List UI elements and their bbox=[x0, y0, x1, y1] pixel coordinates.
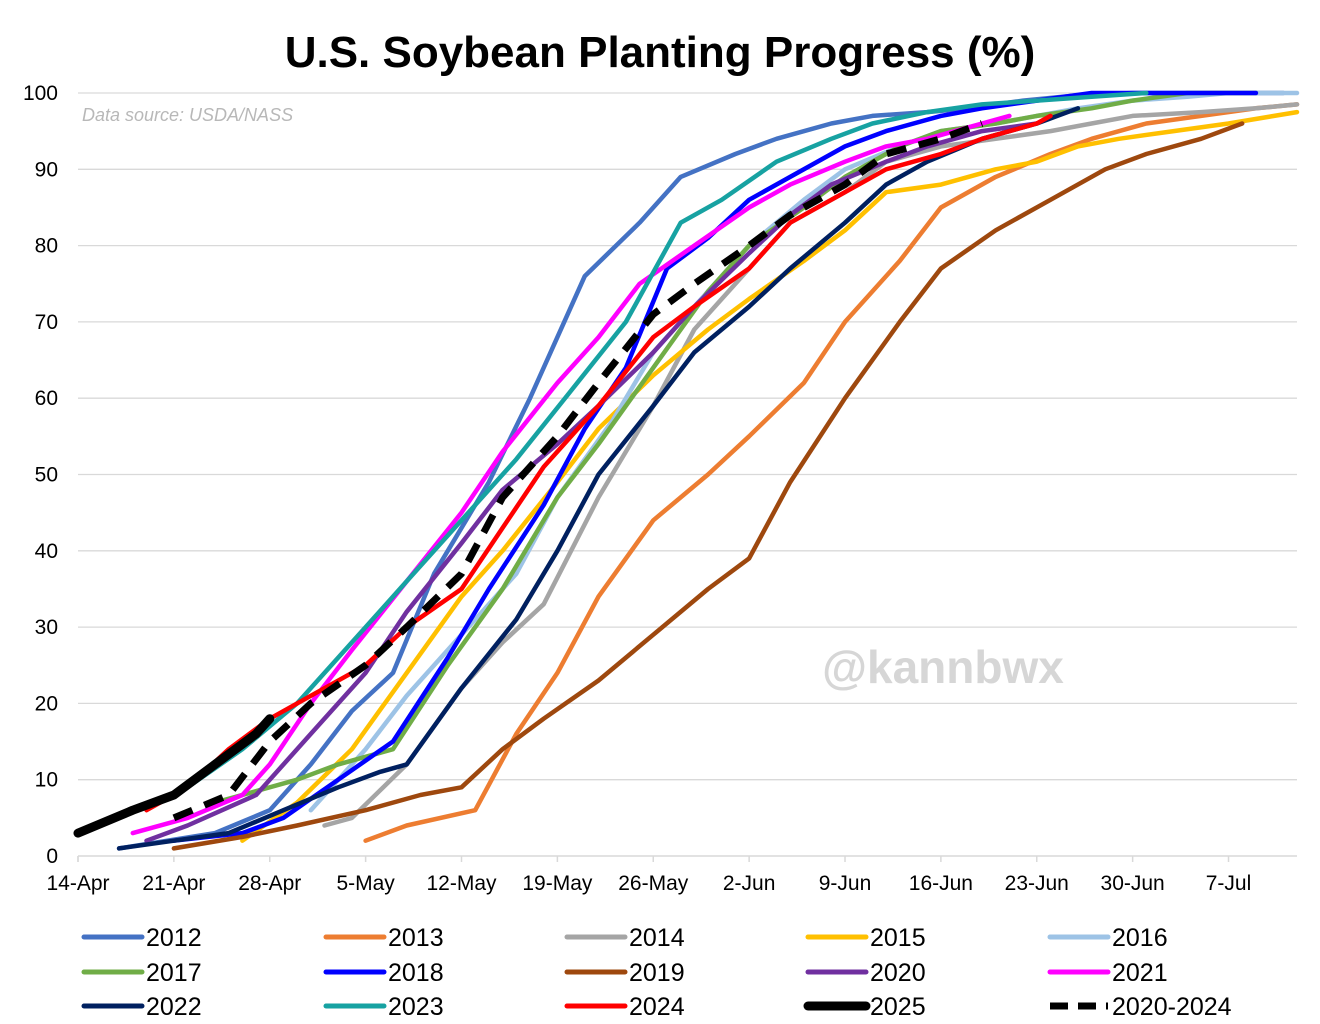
series-line-2023 bbox=[75, 90, 1149, 836]
x-tick-label: 7-Jul bbox=[1206, 872, 1252, 895]
legend-label-2025: 2025 bbox=[870, 993, 926, 1021]
x-tick-label: 23-Jun bbox=[1005, 872, 1069, 895]
series-line-2024 bbox=[144, 113, 1053, 813]
legend-label-2015: 2015 bbox=[870, 924, 926, 952]
series-line-2013 bbox=[363, 102, 1300, 843]
legend-label-2021: 2021 bbox=[1112, 959, 1168, 987]
y-tick-label: 70 bbox=[35, 311, 58, 334]
y-tick-label: 90 bbox=[35, 158, 58, 181]
legend-label-2014: 2014 bbox=[629, 924, 685, 952]
y-tick-label: 100 bbox=[23, 82, 58, 105]
y-tick-label: 10 bbox=[35, 769, 58, 792]
series-line-2012 bbox=[116, 90, 1286, 851]
series-line-2016 bbox=[308, 90, 1300, 813]
legend-label-2024: 2024 bbox=[629, 993, 685, 1021]
legend: 2012 2013 2014 2015 2016 2017 2018 2019 2020 2021… bbox=[81, 924, 1232, 1021]
watermark: @kannbwx bbox=[822, 641, 1064, 693]
x-tick-label: 5-May bbox=[336, 872, 395, 895]
x-axis: 14-Apr 21-Apr 28-Apr 5-May 12-May 19-May 26-Ma… bbox=[46, 855, 1297, 895]
y-tick-label: 60 bbox=[35, 387, 58, 410]
y-tick-label: 0 bbox=[46, 845, 58, 868]
x-tick-label: 30-Jun bbox=[1101, 872, 1165, 895]
x-tick-label: 21-Apr bbox=[142, 872, 205, 895]
legend-label-2013: 2013 bbox=[388, 924, 444, 952]
gridlines bbox=[78, 92, 1297, 781]
legend-label-2019: 2019 bbox=[629, 959, 685, 987]
series-line-2019 bbox=[171, 121, 1245, 851]
legend-label-2016: 2016 bbox=[1112, 924, 1168, 952]
y-tick-label: 30 bbox=[35, 616, 58, 639]
series-line-2018 bbox=[171, 90, 1259, 843]
series-line-2021 bbox=[130, 113, 1012, 836]
legend-label-2023: 2023 bbox=[388, 993, 444, 1021]
y-axis: 0 10 20 30 40 50 60 70 80 90 100 bbox=[23, 82, 58, 868]
x-tick-label: 19-May bbox=[522, 872, 593, 895]
x-tick-label: 2-Jun bbox=[723, 872, 776, 895]
y-tick-label: 40 bbox=[35, 540, 58, 563]
legend-label-2020-2024: 2020-2024 bbox=[1112, 993, 1232, 1021]
series-line-2025 bbox=[73, 714, 275, 838]
series-line-2022 bbox=[116, 106, 1081, 851]
x-tick-label: 12-May bbox=[426, 872, 497, 895]
x-tick-label: 16-Jun bbox=[909, 872, 973, 895]
legend-label-2018: 2018 bbox=[388, 959, 444, 987]
legend-label-2012: 2012 bbox=[146, 924, 202, 952]
y-tick-label: 80 bbox=[35, 235, 58, 258]
x-tick-label: 14-Apr bbox=[46, 872, 109, 895]
y-tick-label: 50 bbox=[35, 464, 58, 487]
x-tick-label: 9-Jun bbox=[819, 872, 872, 895]
legend-label-2020: 2020 bbox=[870, 959, 926, 987]
series-lines bbox=[73, 90, 1300, 851]
legend-label-2017: 2017 bbox=[146, 959, 202, 987]
legend-label-2022: 2022 bbox=[146, 993, 202, 1021]
chart-title: U.S. Soybean Planting Progress (%) bbox=[285, 28, 1036, 77]
x-tick-label: 28-Apr bbox=[238, 872, 301, 895]
data-source-note: Data source: USDA/NASS bbox=[82, 105, 293, 125]
y-tick-label: 20 bbox=[35, 692, 58, 715]
x-tick-label: 26-May bbox=[618, 872, 689, 895]
series-line-2020-2024 bbox=[172, 120, 984, 822]
